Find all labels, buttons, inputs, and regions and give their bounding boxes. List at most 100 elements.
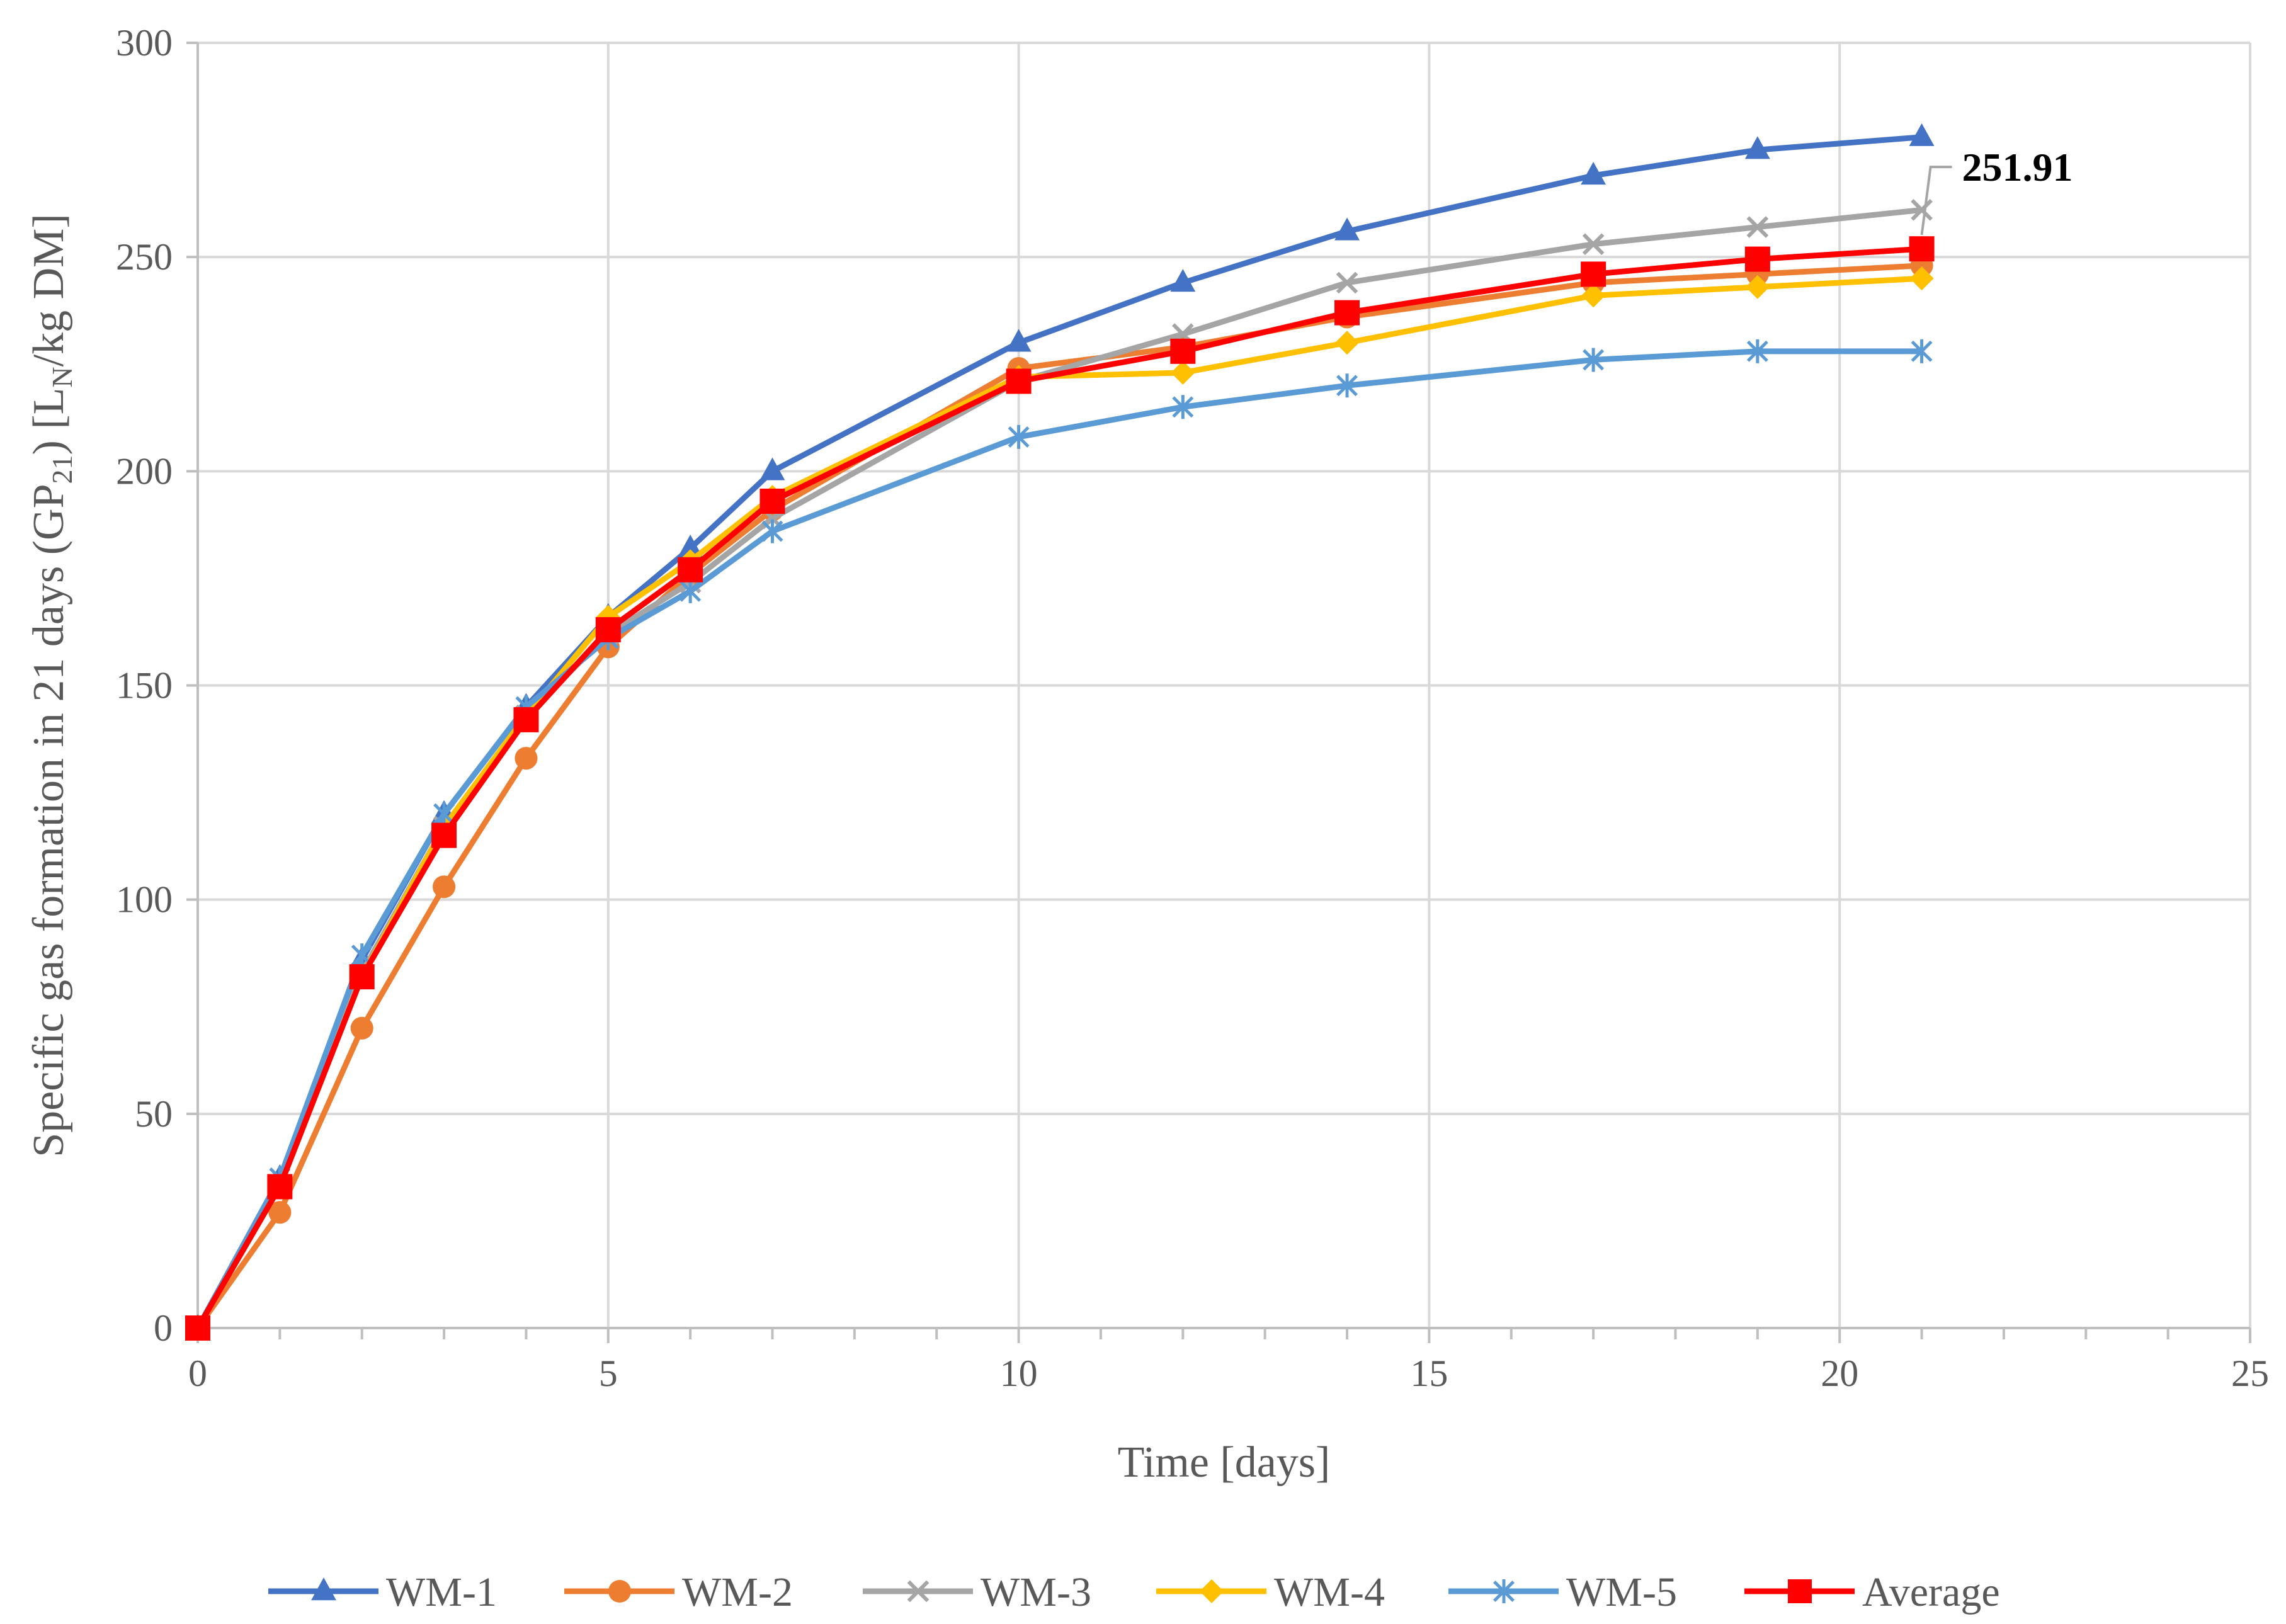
marker-asterisk xyxy=(1746,339,1768,363)
marker-square xyxy=(678,557,703,582)
marker-x xyxy=(907,1580,930,1603)
series-average xyxy=(185,236,1935,1341)
marker-square xyxy=(1334,300,1360,326)
marker-triangle xyxy=(678,534,703,558)
marker-asterisk xyxy=(761,519,783,543)
marker-triangle xyxy=(1581,162,1606,185)
legend-item-wm-1: WM-1 xyxy=(268,1569,497,1615)
marker-asterisk xyxy=(1172,395,1194,419)
marker-diamond xyxy=(1745,275,1770,299)
series-line xyxy=(195,348,1922,1330)
marker-square xyxy=(185,1315,210,1341)
legend: WM-1 WM-2 WM-3 WM-4 WM-5 Average xyxy=(268,1569,2000,1615)
legend-label: Average xyxy=(1862,1569,2000,1615)
marker-triangle xyxy=(1909,123,1935,146)
marker-diamond xyxy=(1335,331,1360,355)
marker-triangle xyxy=(1334,217,1360,241)
series-wm-2 xyxy=(186,254,1933,1340)
marker-circle xyxy=(268,1201,292,1224)
series-line xyxy=(195,134,1922,1330)
legend-item-wm-4: WM-4 xyxy=(1156,1569,1385,1615)
marker-diamond xyxy=(1581,283,1606,308)
y-tick-label: 50 xyxy=(135,1093,173,1135)
marker-square xyxy=(267,1174,293,1200)
marker-triangle xyxy=(311,1577,336,1601)
marker-asterisk xyxy=(680,579,702,603)
legend-item-wm-2: WM-2 xyxy=(564,1569,793,1615)
marker-x xyxy=(1746,216,1769,238)
y-tick-label: 150 xyxy=(116,665,173,707)
marker-circle xyxy=(608,1579,632,1603)
legend-label: WM-2 xyxy=(682,1569,793,1615)
marker-square xyxy=(513,707,539,732)
y-axis-title-part3: /kg DM] xyxy=(25,213,73,366)
y-tick-labels: 0 50 100 150 200 250 300 xyxy=(116,22,173,1349)
series-wm-1 xyxy=(185,123,1935,1337)
data-annotation: 251.91 xyxy=(1920,145,2073,236)
y-tick-label: 0 xyxy=(154,1307,173,1349)
x-tick-label: 0 xyxy=(188,1353,207,1394)
marker-triangle xyxy=(1170,269,1196,292)
y-tick-label: 100 xyxy=(116,879,173,921)
marker-triangle xyxy=(1744,136,1770,159)
y-axis-title-sub1: 21 xyxy=(46,455,78,484)
marker-x xyxy=(1582,233,1605,256)
marker-circle xyxy=(433,875,456,899)
legend-label: WM-3 xyxy=(981,1569,1091,1615)
legend-item-wm-3: WM-3 xyxy=(863,1569,1091,1615)
legend-item-wm-5: WM-5 xyxy=(1448,1569,1677,1615)
legend-label: WM-5 xyxy=(1566,1569,1677,1615)
y-axis-title-part2: ) [L xyxy=(25,388,73,455)
marker-square xyxy=(431,822,457,848)
legend-label: WM-1 xyxy=(386,1569,497,1615)
marker-asterisk xyxy=(1493,1579,1515,1603)
marker-diamond xyxy=(1200,1579,1224,1603)
annotation-label: 251.91 xyxy=(1962,145,2073,190)
marker-x xyxy=(1336,271,1358,294)
y-axis-title: Specific gas formation in 21 days (GP21)… xyxy=(25,213,78,1157)
x-tick-label: 15 xyxy=(1410,1353,1448,1394)
marker-circle xyxy=(515,747,538,770)
series-line xyxy=(195,263,1922,1330)
series-line xyxy=(195,246,1922,1330)
marker-square xyxy=(349,964,375,990)
marker-asterisk xyxy=(1008,424,1030,449)
marker-diamond xyxy=(1909,266,1934,291)
marker-square xyxy=(1581,261,1606,287)
marker-square xyxy=(1006,368,1032,394)
marker-asterisk xyxy=(1583,348,1605,372)
legend-item-average: Average xyxy=(1744,1569,2000,1615)
marker-square xyxy=(1744,246,1770,272)
annotation-leader-line xyxy=(1920,166,1952,236)
legend-label: WM-4 xyxy=(1274,1569,1385,1615)
axes xyxy=(186,42,2251,1343)
series-lines xyxy=(185,123,1935,1341)
marker-triangle xyxy=(759,457,785,480)
marker-square xyxy=(1170,338,1196,364)
marker-diamond xyxy=(1171,360,1195,385)
series-line xyxy=(195,275,1922,1330)
x-tick-label: 25 xyxy=(2231,1353,2269,1394)
marker-x xyxy=(1911,199,1933,221)
x-tick-label: 5 xyxy=(599,1353,618,1394)
marker-square xyxy=(1788,1579,1812,1603)
y-axis-title-part1: Specific gas formation in 21 days (GP xyxy=(25,484,73,1157)
y-tick-label: 300 xyxy=(116,22,173,64)
marker-square xyxy=(1909,236,1935,262)
marker-circle xyxy=(350,1016,373,1040)
marker-triangle xyxy=(1006,329,1032,352)
y-tick-label: 250 xyxy=(116,236,173,278)
marker-square xyxy=(759,488,785,514)
marker-asterisk xyxy=(1336,373,1358,398)
y-tick-label: 200 xyxy=(116,450,173,492)
x-tick-labels: 0 5 10 15 20 25 xyxy=(188,1353,2269,1394)
grid-lines xyxy=(198,42,2251,1328)
x-tick-label: 10 xyxy=(1000,1353,1038,1394)
marker-asterisk xyxy=(433,802,455,826)
x-tick-label: 20 xyxy=(1821,1353,1858,1394)
marker-square xyxy=(595,617,621,643)
marker-asterisk xyxy=(1911,339,1933,363)
x-axis-title: Time [days] xyxy=(1118,1438,1331,1487)
y-axis-title-sub2: N xyxy=(46,366,78,387)
